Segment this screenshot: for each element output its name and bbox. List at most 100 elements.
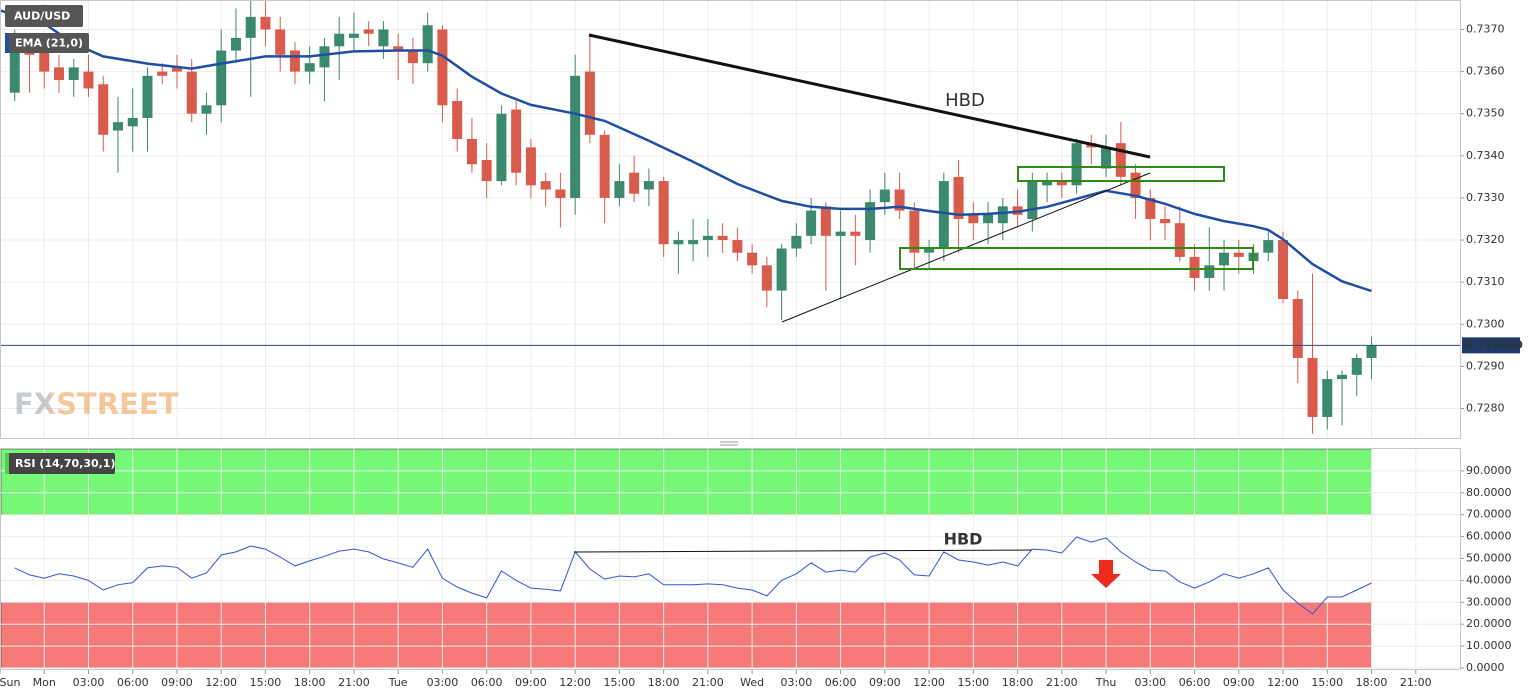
candle-body [673, 240, 684, 245]
candle-body [835, 231, 846, 236]
x-tick-label: Sun [0, 676, 20, 689]
x-tick-label: Tue [388, 676, 408, 689]
candle-body [629, 172, 640, 194]
x-tick-label: 15:00 [1311, 676, 1343, 689]
candle-body [1219, 252, 1230, 266]
candle-body [968, 214, 979, 224]
symbol-label[interactable]: AUD/USD [14, 10, 70, 23]
x-tick-label: 15:00 [250, 676, 282, 689]
x-tick-label: 21:00 [1046, 676, 1078, 689]
rsi-trend-line [573, 549, 1033, 553]
x-tick-label: 21:00 [338, 676, 370, 689]
rsi-label[interactable]: RSI (14,70,30,1) [15, 457, 115, 470]
candle-body [540, 181, 551, 190]
annotation: HBD [944, 530, 983, 549]
candle-body [275, 29, 286, 55]
x-tick-label: 06:00 [1179, 676, 1211, 689]
candle-body [1337, 374, 1348, 380]
candle-body [909, 210, 920, 253]
y-tick-label: 0.7310 [1466, 275, 1505, 288]
y-tick-label: 0.7330 [1466, 191, 1505, 204]
candle-body [688, 240, 699, 245]
ema-line [0, 9, 1372, 293]
candle-body [378, 29, 389, 47]
candle-body [393, 46, 404, 51]
y-tick-label: 0.7290 [1466, 359, 1505, 372]
candle-body [68, 67, 79, 81]
x-tick-label: 15:00 [957, 676, 989, 689]
candle-body [1145, 197, 1156, 219]
x-tick-label: 12:00 [913, 676, 945, 689]
candle-body [422, 25, 433, 64]
candle-body [1174, 223, 1185, 257]
candle-body [319, 46, 330, 68]
candle-body [127, 117, 138, 127]
y-tick-label: 0.7360 [1466, 65, 1505, 78]
candle-body [1071, 143, 1082, 186]
candle-body [363, 29, 374, 34]
x-tick-label: Thu [1095, 676, 1117, 689]
candle-body [245, 16, 256, 38]
candle-body [717, 235, 728, 241]
candle-body [53, 67, 64, 81]
candle-body [1278, 240, 1289, 300]
watermark: FXSTREET [14, 387, 179, 421]
x-tick-label: 09:00 [515, 676, 547, 689]
candle-body [938, 181, 949, 249]
y-tick-label: 0.7350 [1466, 107, 1505, 120]
candle-body [334, 33, 345, 47]
candle-body [702, 235, 713, 241]
y-tick-label: 10.0000 [1466, 639, 1512, 652]
y-tick-label: 80.0000 [1466, 486, 1512, 499]
candle-body [1056, 181, 1067, 186]
x-tick-label: 03:00 [73, 676, 105, 689]
candle-body [112, 122, 123, 131]
candle-body [1130, 172, 1141, 198]
x-tick-label: 18:00 [294, 676, 326, 689]
down-arrow [1091, 560, 1121, 588]
x-tick-label: 15:00 [604, 676, 636, 689]
candle-body [98, 84, 109, 135]
ema-tag-stripe [5, 33, 9, 53]
ema-tag[interactable] [5, 33, 89, 53]
candle-body [348, 33, 359, 38]
candle-body [997, 206, 1008, 224]
x-tick-label: 03:00 [427, 676, 459, 689]
x-tick-label: Mon [33, 676, 56, 689]
x-tick-label: 03:00 [781, 676, 813, 689]
candle-body [142, 75, 153, 118]
candle-body [496, 113, 507, 182]
x-tick-label: 21:00 [1400, 676, 1432, 689]
candle-body [599, 134, 610, 198]
candle-body [791, 235, 802, 249]
y-tick-label: 0.7320 [1466, 233, 1505, 246]
x-tick-label: 09:00 [1223, 676, 1255, 689]
symbol-tag[interactable] [5, 5, 83, 27]
candle-body [1366, 345, 1377, 358]
zone-box [1017, 166, 1225, 182]
y-tick-label: 20.0000 [1466, 617, 1512, 630]
rsi-band [0, 601, 1372, 669]
rsi-line [14, 536, 1372, 615]
candle-body [437, 29, 448, 106]
candle-body [407, 50, 418, 64]
y-tick-label: 90.0000 [1466, 464, 1512, 477]
candle-body [260, 16, 271, 30]
candle-body [732, 240, 743, 253]
x-tick-label: 06:00 [471, 676, 503, 689]
candle-body [9, 37, 20, 93]
x-tick-label: 18:00 [1002, 676, 1034, 689]
rsi-tag[interactable] [5, 453, 115, 474]
ema-label[interactable]: EMA (21,0) [15, 37, 83, 50]
candle-body [924, 248, 935, 253]
candle-body [555, 189, 566, 198]
y-tick-label: 70.0000 [1466, 508, 1512, 521]
last-price-label: 0.729500 [1465, 338, 1523, 351]
candle-body [865, 202, 876, 241]
candle-body [983, 214, 994, 224]
y-tick-label: 60.0000 [1466, 530, 1512, 543]
rsi-panel-border [0, 448, 1461, 670]
x-tick-label: 12:00 [205, 676, 237, 689]
